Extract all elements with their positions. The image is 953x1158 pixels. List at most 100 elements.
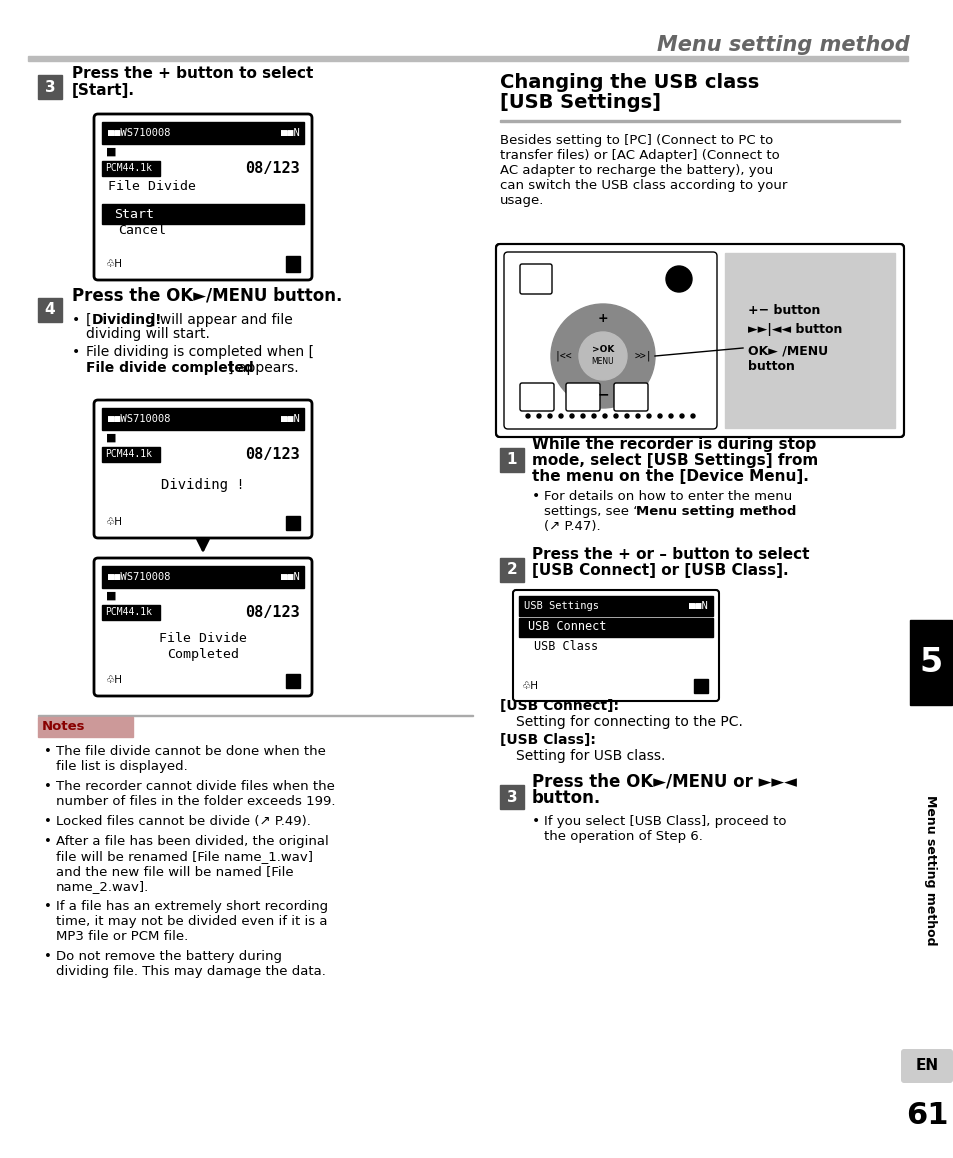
Text: •: • bbox=[44, 815, 51, 828]
Text: USB Connect: USB Connect bbox=[527, 621, 606, 633]
Text: Menu setting method: Menu setting method bbox=[923, 794, 937, 945]
Bar bbox=[102, 447, 160, 462]
Text: PCM44.1k: PCM44.1k bbox=[105, 607, 152, 617]
Text: File Divide: File Divide bbox=[159, 632, 247, 645]
Text: 08/123: 08/123 bbox=[245, 604, 299, 620]
Circle shape bbox=[525, 415, 530, 418]
Text: Changing the USB class: Changing the USB class bbox=[499, 73, 759, 91]
Text: [USB Class]:: [USB Class]: bbox=[499, 733, 596, 747]
Text: ■: ■ bbox=[106, 433, 116, 444]
Bar bbox=[499, 785, 523, 809]
Text: Start: Start bbox=[113, 207, 153, 220]
Text: USB Class: USB Class bbox=[534, 640, 598, 653]
Text: [USB Settings]: [USB Settings] bbox=[499, 93, 660, 112]
Bar bbox=[102, 566, 304, 588]
Text: •: • bbox=[44, 835, 51, 848]
Text: 3: 3 bbox=[45, 80, 55, 95]
Bar bbox=[724, 252, 894, 428]
Circle shape bbox=[602, 415, 606, 418]
Text: ■■N: ■■N bbox=[281, 572, 299, 582]
Text: Press the + or – button to select: Press the + or – button to select bbox=[532, 547, 809, 562]
FancyBboxPatch shape bbox=[503, 252, 717, 428]
FancyBboxPatch shape bbox=[94, 558, 312, 696]
Circle shape bbox=[558, 415, 562, 418]
Text: While the recorder is during stop: While the recorder is during stop bbox=[532, 437, 816, 452]
Text: OK► /MENU: OK► /MENU bbox=[747, 344, 827, 358]
Circle shape bbox=[665, 266, 691, 292]
Text: ■■WS710008: ■■WS710008 bbox=[108, 572, 171, 582]
Bar bbox=[28, 56, 907, 61]
Text: ■■N: ■■N bbox=[281, 129, 299, 138]
Text: EN: EN bbox=[915, 1058, 938, 1073]
Circle shape bbox=[592, 415, 596, 418]
FancyBboxPatch shape bbox=[94, 400, 312, 538]
Text: |<<: |<< bbox=[554, 351, 571, 361]
Circle shape bbox=[551, 305, 655, 408]
Bar bbox=[499, 120, 899, 122]
Text: Cancel: Cancel bbox=[118, 223, 166, 237]
Text: Do not remove the battery during
dividing file. This may damage the data.: Do not remove the battery during dividin… bbox=[56, 950, 326, 979]
Text: File dividing is completed when [: File dividing is completed when [ bbox=[86, 345, 314, 359]
Text: •: • bbox=[532, 814, 539, 828]
Text: ] appears.: ] appears. bbox=[228, 361, 298, 375]
Circle shape bbox=[668, 415, 672, 418]
FancyBboxPatch shape bbox=[519, 383, 554, 411]
Text: If a file has an extremely short recording
time, it may not be divided even if i: If a file has an extremely short recordi… bbox=[56, 900, 328, 943]
Text: +: + bbox=[598, 312, 608, 324]
Circle shape bbox=[658, 415, 661, 418]
FancyBboxPatch shape bbox=[94, 113, 312, 280]
Text: USB Settings: USB Settings bbox=[523, 601, 598, 611]
Bar bbox=[286, 516, 299, 530]
Text: File Divide: File Divide bbox=[108, 179, 195, 193]
Text: settings, see “: settings, see “ bbox=[543, 505, 639, 518]
Text: 5: 5 bbox=[919, 645, 942, 679]
Text: ■■N: ■■N bbox=[688, 601, 707, 611]
Text: ■: ■ bbox=[106, 147, 116, 157]
Text: Setting for connecting to the PC.: Setting for connecting to the PC. bbox=[516, 714, 742, 730]
Bar bbox=[286, 256, 299, 272]
Text: (↗ P.47).: (↗ P.47). bbox=[543, 520, 600, 533]
Text: mode, select [USB Settings] from: mode, select [USB Settings] from bbox=[532, 453, 818, 468]
Text: Dividing !: Dividing ! bbox=[161, 478, 245, 492]
Text: [USB Connect] or [USB Class].: [USB Connect] or [USB Class]. bbox=[532, 563, 788, 578]
Text: The file divide cannot be done when the
file list is displayed.: The file divide cannot be done when the … bbox=[56, 745, 326, 774]
Bar bbox=[102, 604, 160, 620]
Bar bbox=[102, 204, 304, 223]
Circle shape bbox=[569, 415, 574, 418]
Circle shape bbox=[679, 415, 683, 418]
FancyBboxPatch shape bbox=[519, 264, 552, 294]
Text: MENU: MENU bbox=[591, 357, 614, 366]
Text: [: [ bbox=[86, 313, 91, 327]
FancyBboxPatch shape bbox=[900, 1049, 952, 1083]
Text: If you select [USB Class], proceed to: If you select [USB Class], proceed to bbox=[543, 815, 785, 828]
Text: dividing will start.: dividing will start. bbox=[86, 327, 210, 340]
Text: Notes: Notes bbox=[42, 720, 86, 733]
Text: ♧H: ♧H bbox=[106, 259, 123, 269]
Circle shape bbox=[690, 415, 695, 418]
Text: ”: ” bbox=[761, 505, 768, 518]
Bar bbox=[499, 558, 523, 582]
Bar bbox=[693, 679, 707, 692]
Circle shape bbox=[578, 332, 626, 380]
Text: Press the OK►/MENU button.: Press the OK►/MENU button. bbox=[71, 286, 342, 305]
Text: 08/123: 08/123 bbox=[245, 161, 299, 176]
Text: ■: ■ bbox=[106, 591, 116, 601]
Text: Setting for USB class.: Setting for USB class. bbox=[516, 749, 664, 763]
Text: ♧H: ♧H bbox=[106, 675, 123, 686]
Text: ] will appear and file: ] will appear and file bbox=[150, 313, 293, 327]
Circle shape bbox=[646, 415, 650, 418]
Circle shape bbox=[614, 415, 618, 418]
Text: After a file has been divided, the original
file will be renamed [File name_1.wa: After a file has been divided, the origi… bbox=[56, 835, 329, 893]
Text: 61: 61 bbox=[904, 1100, 947, 1129]
Bar bbox=[38, 75, 62, 98]
Text: Locked files cannot be divide (↗ P.49).: Locked files cannot be divide (↗ P.49). bbox=[56, 815, 311, 828]
Bar bbox=[499, 448, 523, 472]
Text: Press the + button to select: Press the + button to select bbox=[71, 66, 313, 81]
Text: ►►|◄◄ button: ►►|◄◄ button bbox=[747, 323, 841, 337]
Text: ♧H: ♧H bbox=[521, 681, 538, 691]
Bar bbox=[909, 620, 951, 705]
Text: −: − bbox=[597, 387, 608, 401]
FancyBboxPatch shape bbox=[513, 589, 719, 701]
Text: >>|: >>| bbox=[634, 351, 651, 361]
Text: •: • bbox=[44, 900, 51, 913]
